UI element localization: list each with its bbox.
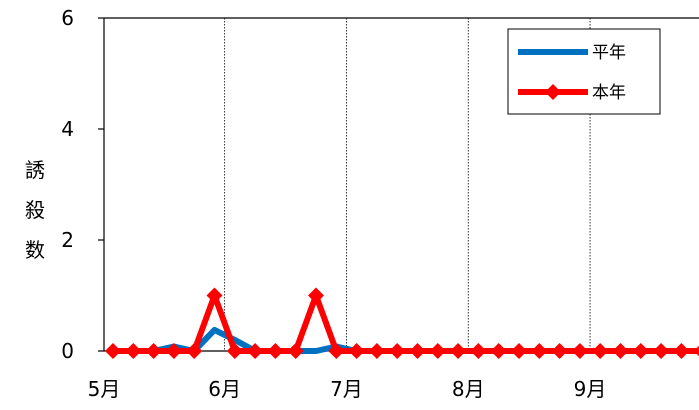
data-point <box>389 343 406 359</box>
y-tick-label: 4 <box>61 117 74 141</box>
y-axis-label-char: 殺 <box>25 198 45 222</box>
legend-marker <box>545 84 561 100</box>
data-point <box>328 343 345 359</box>
data-point <box>551 343 568 359</box>
data-point <box>531 343 548 359</box>
y-axis-label-char: 誘 <box>25 158 45 182</box>
data-point <box>693 345 699 357</box>
data-point <box>186 343 203 359</box>
legend-label: 平年 <box>592 43 626 63</box>
data-point <box>409 343 426 359</box>
data-point <box>308 287 324 304</box>
y-tick-label: 2 <box>61 228 74 252</box>
data-point <box>612 343 629 359</box>
y-tick-label: 0 <box>61 339 74 363</box>
data-point <box>287 343 304 359</box>
x-tick-label: 5月 <box>88 377 121 401</box>
y-axis-label: 誘殺数 <box>25 158 45 262</box>
x-ticks: 5月 6月 7月 8月 9月 <box>88 377 607 401</box>
data-point <box>348 343 365 359</box>
x-tick-label: 6月 <box>208 377 241 401</box>
y-axis-label-char: 数 <box>25 238 45 262</box>
y-ticks: 0 2 4 6 <box>61 6 104 363</box>
data-point <box>470 343 487 359</box>
data-point <box>450 343 467 359</box>
data-point <box>490 343 507 359</box>
data-point <box>226 343 243 359</box>
data-point <box>105 343 121 359</box>
legend-label: 本年 <box>592 83 626 103</box>
data-point <box>571 343 588 359</box>
data-point <box>653 343 670 359</box>
data-point <box>511 343 527 359</box>
data-point <box>165 343 182 359</box>
data-point <box>267 343 284 359</box>
data-point <box>145 343 162 359</box>
data-point <box>632 343 649 359</box>
series <box>105 287 699 359</box>
data-point <box>368 343 385 359</box>
data-point <box>592 343 609 359</box>
legend-box <box>507 28 661 115</box>
data-point <box>429 343 446 359</box>
data-point <box>247 343 264 359</box>
data-point <box>206 287 223 304</box>
x-tick-label: 9月 <box>574 377 607 401</box>
x-tick-label: 7月 <box>330 377 363 401</box>
data-point <box>125 343 142 359</box>
x-tick-label: 8月 <box>452 377 485 401</box>
y-tick-label: 6 <box>61 6 74 30</box>
data-point <box>673 343 690 359</box>
